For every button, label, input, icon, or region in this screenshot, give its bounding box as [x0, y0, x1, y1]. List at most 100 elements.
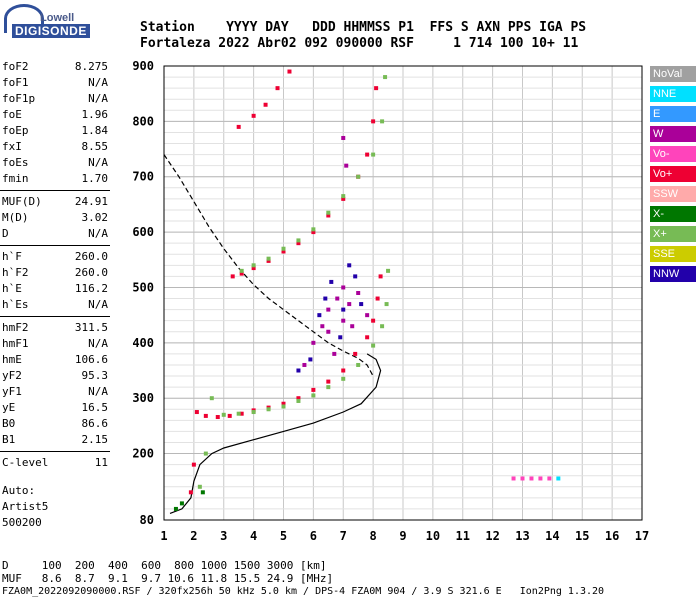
x-tick-label: 12 — [485, 529, 499, 543]
point-vo- — [529, 476, 534, 481]
point-w — [326, 307, 331, 312]
point-w — [302, 362, 307, 367]
footer-d-row: D 100 200 400 600 800 1000 1500 3000 [km… — [2, 559, 327, 572]
param-value: 16.5 — [81, 401, 109, 414]
header-line-1: Station YYYY DAY DDD HHMMSS P1 FFS S AXN… — [140, 20, 587, 35]
param-value: 11 — [94, 456, 108, 469]
param-name: yF2 — [2, 369, 22, 382]
point-x- — [311, 393, 316, 398]
x-tick-label: 13 — [515, 529, 529, 543]
point-vo- — [311, 230, 316, 235]
param-name: C-level — [2, 456, 49, 469]
point-vo- — [188, 490, 193, 495]
point-vo- — [191, 462, 196, 467]
x-tick-label: 8 — [370, 529, 377, 543]
y-tick-label: 400 — [132, 336, 154, 350]
point-w — [344, 163, 349, 168]
point-vo- — [353, 351, 358, 356]
y-tick-label: 200 — [132, 447, 154, 461]
point-vo- — [251, 113, 256, 118]
footer-muf-row: MUF 8.6 8.7 9.1 9.7 10.6 11.8 15.5 24.9 … — [2, 572, 334, 585]
legend-item-e: E — [650, 106, 696, 122]
param-row: h`Es N/A — [2, 297, 108, 313]
param-row: B1 2.15 — [2, 432, 108, 448]
x-tick-label: 9 — [399, 529, 406, 543]
param-name: foF1p — [2, 92, 36, 105]
param-row: MUF(D) 24.91 — [2, 194, 108, 210]
param-value: N/A — [88, 298, 108, 311]
param-name: h`F2 — [2, 266, 29, 279]
param-row: h`E 116.2 — [2, 281, 108, 297]
x-tick-label: 11 — [456, 529, 470, 543]
x-tick-label: 4 — [250, 529, 257, 543]
legend-item-nne: NNE — [650, 86, 696, 102]
param-name: hmF2 — [2, 321, 29, 334]
point-nnw — [308, 357, 313, 362]
point-vo- — [239, 411, 244, 416]
point-nnw — [359, 302, 364, 307]
param-row: C-level 11 — [2, 455, 108, 471]
point-x- — [266, 256, 271, 261]
point-vo- — [341, 368, 346, 373]
param-name: MUF(D) — [2, 195, 42, 208]
param-value: N/A — [88, 92, 108, 105]
y-tick-label: 800 — [132, 114, 154, 128]
param-separator — [0, 451, 110, 452]
point-x- — [200, 490, 205, 495]
point-x- — [371, 343, 376, 348]
param-value: N/A — [88, 156, 108, 169]
point-vo- — [194, 410, 199, 415]
legend-item-nnw: NNW — [650, 266, 696, 282]
param-row: fxI 8.55 — [2, 139, 108, 155]
point-nnw — [329, 279, 334, 284]
point-nnw — [296, 368, 301, 373]
point-x- — [266, 407, 271, 412]
point-nnw — [323, 296, 328, 301]
y-tick-label: 300 — [132, 391, 154, 405]
point-nnw — [338, 335, 343, 340]
ionogram-plot: 1 2 3 4 5 6 7 8 9 10 11 12 13 14 15 16 17802003004005006… — [132, 59, 649, 543]
param-row: yF1 N/A — [2, 384, 108, 400]
point-vo- — [263, 102, 268, 107]
param-name: foE — [2, 108, 22, 121]
param-value: N/A — [88, 385, 108, 398]
point-w — [341, 318, 346, 323]
param-value: 311.5 — [74, 321, 108, 334]
x-tick-label: 14 — [545, 529, 559, 543]
point-vo- — [371, 119, 376, 124]
param-name: foEs — [2, 156, 29, 169]
y-tick-label: 900 — [132, 59, 154, 73]
point-x- — [203, 451, 208, 456]
point-w — [326, 329, 331, 334]
x-tick-label: 6 — [310, 529, 317, 543]
point-vo- — [251, 266, 256, 271]
param-value: 2.15 — [81, 433, 109, 446]
logo-lowell: Lowell — [40, 12, 75, 24]
point-x- — [311, 227, 316, 232]
logo-arc — [4, 4, 44, 33]
point-vo- — [311, 387, 316, 392]
param-name: h`E — [2, 282, 22, 295]
point-x- — [356, 362, 361, 367]
x-tick-label: 2 — [190, 529, 197, 543]
param-row: foEp 1.84 — [2, 123, 108, 139]
point-x- — [239, 268, 244, 273]
point-vo- — [203, 413, 208, 418]
point-x- — [179, 501, 184, 506]
param-name: foEp — [2, 124, 29, 137]
point-x- — [383, 75, 388, 80]
point-x- — [296, 238, 301, 243]
point-w — [356, 291, 361, 295]
point-w — [350, 324, 355, 329]
header-line-2: Fortaleza 2022 Abr02 092 090000 RSF 1 71… — [140, 36, 579, 51]
param-row: D N/A — [2, 226, 108, 242]
param-value: 95.3 — [81, 369, 109, 382]
point-vo- — [378, 274, 383, 279]
point-w — [341, 285, 346, 290]
param-name: M(D) — [2, 211, 29, 224]
logo-digisonde: DIGISONDE — [12, 24, 90, 38]
param-row: M(D) 3.02 — [2, 210, 108, 226]
param-name: yF1 — [2, 385, 22, 398]
point-vo- — [239, 271, 244, 276]
point-w — [365, 313, 370, 318]
